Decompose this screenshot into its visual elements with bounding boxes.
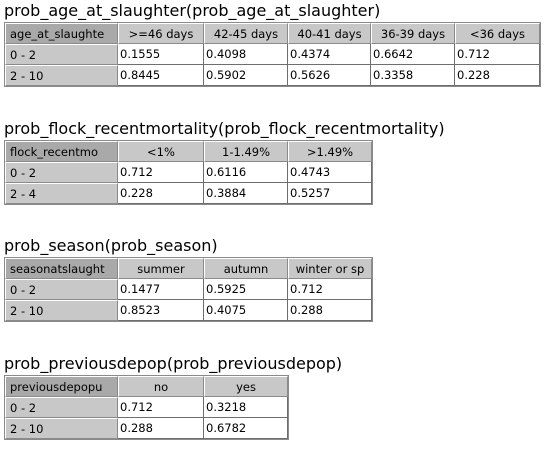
probability-cell[interactable]: 0.4098: [204, 44, 288, 65]
cpt-age-at-slaughter: prob_age_at_slaughter(prob_age_at_slaugh…: [4, 2, 541, 91]
probability-cell[interactable]: 0.6782: [204, 418, 288, 439]
row-header[interactable]: 2 - 4: [5, 183, 118, 204]
row-header[interactable]: 0 - 2: [5, 279, 118, 300]
cpt-previousdepop: prob_previousdepop(prob_previousdepop) p…: [4, 355, 342, 444]
corner-header[interactable]: seasonatslaught: [5, 258, 118, 279]
probability-cell[interactable]: 0.6116: [204, 162, 288, 183]
column-header[interactable]: 1-1.49%: [204, 141, 288, 162]
cpt-table-frame: previousdepopu no yes 0 - 2 0.712 0.3218…: [4, 375, 289, 440]
probability-cell[interactable]: 0.3218: [204, 397, 288, 418]
probability-cell[interactable]: 0.5257: [288, 183, 372, 204]
probability-cell[interactable]: 0.228: [455, 65, 540, 86]
column-header[interactable]: <1%: [118, 141, 204, 162]
cpt-season: prob_season(prob_season) seasonatslaught…: [4, 237, 373, 326]
column-header[interactable]: autumn: [204, 258, 288, 279]
probability-cell[interactable]: 0.5626: [288, 65, 371, 86]
probability-cell[interactable]: 0.1477: [118, 279, 204, 300]
column-header[interactable]: no: [118, 376, 204, 397]
probability-cell[interactable]: 0.228: [118, 183, 204, 204]
probability-cell[interactable]: 0.712: [118, 162, 204, 183]
column-header[interactable]: summer: [118, 258, 204, 279]
probability-cell[interactable]: 0.4075: [204, 300, 288, 321]
probability-cell[interactable]: 0.5925: [204, 279, 288, 300]
table-row: 2 - 4 0.228 0.3884 0.5257: [5, 183, 372, 204]
table-row: 2 - 10 0.288 0.6782: [5, 418, 288, 439]
row-header[interactable]: 2 - 10: [5, 418, 118, 439]
table-row: 0 - 2 0.1555 0.4098 0.4374 0.6642 0.712: [5, 44, 540, 65]
corner-header[interactable]: age_at_slaughte: [5, 23, 118, 44]
cpt-table: seasonatslaught summer autumn winter or …: [5, 258, 372, 321]
table-row: 0 - 2 0.712 0.3218: [5, 397, 288, 418]
probability-cell[interactable]: 0.288: [118, 418, 204, 439]
probability-cell[interactable]: 0.8523: [118, 300, 204, 321]
table-row: 0 - 2 0.1477 0.5925 0.712: [5, 279, 372, 300]
cpt-title: prob_season(prob_season): [4, 236, 218, 255]
column-header[interactable]: winter or sp: [288, 258, 372, 279]
table-header-row: age_at_slaughte >=46 days 42-45 days 40-…: [5, 23, 540, 44]
column-header[interactable]: 40-41 days: [288, 23, 371, 44]
cpt-title: prob_previousdepop(prob_previousdepop): [4, 354, 343, 373]
probability-cell[interactable]: 0.1555: [118, 44, 204, 65]
probability-cell[interactable]: 0.6642: [371, 44, 455, 65]
cpt-table: flock_recentmo <1% 1-1.49% >1.49% 0 - 2 …: [5, 141, 372, 204]
column-header[interactable]: 42-45 days: [204, 23, 288, 44]
cpt-table-frame: age_at_slaughte >=46 days 42-45 days 40-…: [4, 22, 541, 87]
probability-cell[interactable]: 0.712: [288, 279, 372, 300]
cpt-table: previousdepopu no yes 0 - 2 0.712 0.3218…: [5, 376, 288, 439]
row-header[interactable]: 0 - 2: [5, 397, 118, 418]
cpt-title: prob_age_at_slaughter(prob_age_at_slaugh…: [4, 1, 381, 20]
column-header[interactable]: >=46 days: [118, 23, 204, 44]
probability-cell[interactable]: 0.4743: [288, 162, 372, 183]
cpt-table: age_at_slaughte >=46 days 42-45 days 40-…: [5, 23, 540, 86]
probability-cell[interactable]: 0.712: [118, 397, 204, 418]
table-header-row: previousdepopu no yes: [5, 376, 288, 397]
column-header[interactable]: >1.49%: [288, 141, 372, 162]
corner-header[interactable]: previousdepopu: [5, 376, 118, 397]
cpt-table-frame: seasonatslaught summer autumn winter or …: [4, 257, 373, 322]
table-header-row: seasonatslaught summer autumn winter or …: [5, 258, 372, 279]
table-header-row: flock_recentmo <1% 1-1.49% >1.49%: [5, 141, 372, 162]
column-header[interactable]: yes: [204, 376, 288, 397]
column-header[interactable]: 36-39 days: [371, 23, 455, 44]
cpt-flock-recentmortality: prob_flock_recentmortality(prob_flock_re…: [4, 120, 445, 209]
probability-cell[interactable]: 0.4374: [288, 44, 371, 65]
corner-header[interactable]: flock_recentmo: [5, 141, 118, 162]
table-row: 2 - 10 0.8523 0.4075 0.288: [5, 300, 372, 321]
probability-cell[interactable]: 0.3358: [371, 65, 455, 86]
table-row: 0 - 2 0.712 0.6116 0.4743: [5, 162, 372, 183]
row-header[interactable]: 0 - 2: [5, 44, 118, 65]
probability-cell[interactable]: 0.5902: [204, 65, 288, 86]
probability-cell[interactable]: 0.3884: [204, 183, 288, 204]
probability-cell[interactable]: 0.712: [455, 44, 540, 65]
cpt-table-frame: flock_recentmo <1% 1-1.49% >1.49% 0 - 2 …: [4, 140, 373, 205]
column-header[interactable]: <36 days: [455, 23, 540, 44]
table-row: 2 - 10 0.8445 0.5902 0.5626 0.3358 0.228: [5, 65, 540, 86]
cpt-title: prob_flock_recentmortality(prob_flock_re…: [4, 119, 445, 138]
probability-cell[interactable]: 0.288: [288, 300, 372, 321]
row-header[interactable]: 2 - 10: [5, 65, 118, 86]
probability-cell[interactable]: 0.8445: [118, 65, 204, 86]
row-header[interactable]: 0 - 2: [5, 162, 118, 183]
row-header[interactable]: 2 - 10: [5, 300, 118, 321]
